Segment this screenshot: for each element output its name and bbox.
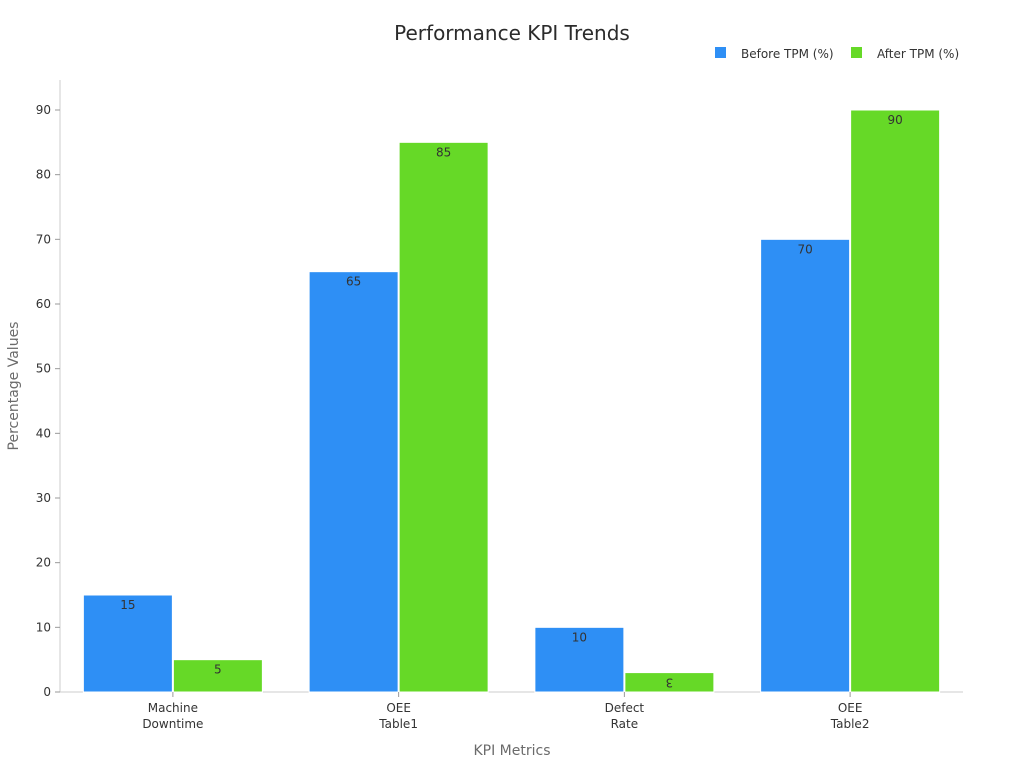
data-label-before: 10 (572, 630, 587, 644)
data-label-before: 70 (797, 242, 812, 256)
bar-before (82, 594, 173, 693)
x-tick-label: Downtime (142, 717, 203, 731)
x-tick-label: Table1 (378, 717, 418, 731)
x-axis-title: KPI Metrics (473, 743, 550, 759)
data-label-after: 3 (666, 676, 674, 690)
chart-title: Performance KPI Trends (394, 21, 630, 45)
y-tick-label: 30 (36, 491, 51, 505)
bars (82, 109, 941, 693)
x-tick-label: Rate (611, 717, 639, 731)
data-label-after: 90 (887, 113, 902, 127)
bar-before (308, 271, 399, 693)
y-axis-ticks: 0 10 20 30 40 50 60 70 80 90 (36, 103, 60, 699)
y-tick-label: 80 (36, 168, 51, 182)
x-tick-label: OEE (838, 701, 863, 715)
data-label-after: 5 (214, 663, 222, 677)
x-tick-label: Table2 (830, 717, 870, 731)
y-tick-label: 90 (36, 103, 51, 117)
legend: Before TPM (%) After TPM (%) (715, 47, 959, 61)
data-label-before: 15 (120, 598, 135, 612)
bar-after (850, 109, 941, 693)
legend-label-after: After TPM (%) (877, 47, 959, 61)
y-tick-label: 70 (36, 232, 51, 246)
data-label-after: 85 (436, 145, 451, 159)
bar-after (172, 659, 263, 693)
y-tick-label: 10 (36, 620, 51, 634)
x-axis-ticks: Machine Downtime OEE Table1 Defect Rate OEE Tab… (142, 692, 869, 731)
data-label-before: 65 (346, 275, 361, 289)
legend-swatch-before (715, 47, 726, 58)
y-tick-label: 0 (43, 685, 51, 699)
legend-swatch-after (851, 47, 862, 58)
bar-after (398, 141, 489, 693)
legend-label-before: Before TPM (%) (741, 47, 834, 61)
x-tick-label: Machine (148, 701, 198, 715)
y-tick-label: 20 (36, 556, 51, 570)
y-tick-label: 60 (36, 297, 51, 311)
y-tick-label: 40 (36, 426, 51, 440)
x-tick-label: OEE (386, 701, 411, 715)
bar-before (534, 626, 625, 693)
y-axis-title: Percentage Values (6, 322, 22, 451)
x-tick-label: Defect (605, 701, 645, 715)
bar-after (624, 672, 715, 693)
bar-labels: 15 5 65 85 10 3 70 90 (120, 113, 903, 690)
bar-before (760, 238, 851, 693)
y-tick-label: 50 (36, 362, 51, 376)
